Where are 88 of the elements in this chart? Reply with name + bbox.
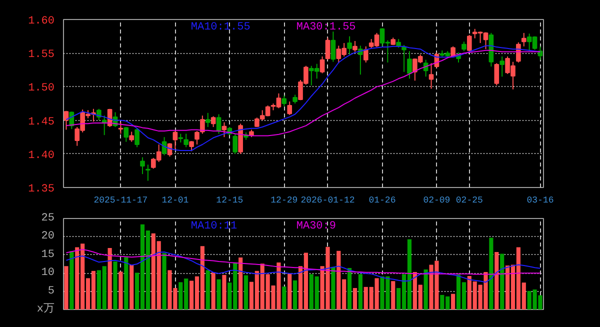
candlestick (500, 56, 504, 78)
text: MA10:11 (190, 220, 238, 232)
candlestick (232, 133, 238, 154)
x-tick-label: 12-01 (162, 196, 189, 206)
y-tick-label: 25 (41, 212, 54, 224)
y-tick-label: 1.50 (28, 82, 54, 95)
candlestick (363, 46, 368, 64)
bar (358, 274, 362, 310)
y-tick-label: 15 (41, 248, 54, 261)
candlestick (64, 110, 69, 130)
text: MA30:9 (296, 220, 336, 232)
candlestick (102, 115, 107, 136)
candlestick (118, 122, 124, 134)
bar (424, 269, 428, 310)
bar (162, 253, 166, 310)
candlestick (494, 62, 500, 86)
bar (211, 272, 216, 310)
candlestick (172, 130, 178, 150)
candlestick (330, 31, 336, 62)
bar (288, 273, 292, 310)
y-tick-label: 1.35 (28, 184, 54, 196)
candlestick (96, 108, 102, 121)
candlestick (347, 36, 352, 55)
candlestick (325, 37, 330, 60)
bar (489, 238, 494, 310)
candlestick (428, 62, 434, 90)
bar (130, 264, 134, 310)
candlestick (184, 133, 188, 148)
bar (293, 280, 298, 310)
bar (331, 266, 336, 310)
bar (451, 294, 456, 310)
bar (70, 251, 74, 310)
x-tick-label: 12-29 (270, 196, 298, 206)
y-tick-label: 1.45 (28, 116, 54, 128)
x-tick-label: 12-15 (216, 196, 244, 206)
text: MA30:1.55 (296, 22, 356, 34)
candlestick (200, 115, 205, 134)
bar (282, 286, 286, 310)
bar (108, 248, 112, 310)
bar (238, 257, 243, 310)
x-tick-label: 02-09 (423, 196, 450, 206)
candlestick (134, 128, 140, 148)
y-tick-label: 5 (48, 285, 55, 298)
bar (64, 266, 68, 310)
y-tick-label: 20 (41, 230, 54, 243)
x-tick-label: 01-26 (368, 196, 396, 206)
y-tick-label: 10 (41, 267, 54, 280)
x-tick-label: 03-16 (526, 196, 554, 206)
candlestick (516, 42, 521, 64)
candlestick (205, 112, 210, 128)
bar (222, 274, 226, 310)
candlestick (466, 34, 472, 54)
line-series (66, 248, 541, 275)
y-tick-label: 1.40 (28, 150, 54, 162)
candlestick (222, 122, 227, 138)
bar (113, 261, 118, 310)
candlestick (140, 156, 145, 175)
candlestick (462, 41, 466, 52)
text: MA10:1.55 (190, 22, 250, 34)
candlestick (129, 131, 134, 142)
y-tick-label: 1.55 (28, 49, 54, 62)
bar (244, 275, 248, 310)
candlestick (521, 32, 526, 47)
candlestick (407, 50, 412, 80)
candlestick (352, 40, 358, 52)
y-tick-label: x万 (36, 302, 55, 316)
candlestick (210, 116, 216, 128)
bar (391, 281, 396, 310)
line-series (66, 251, 541, 283)
bar (352, 288, 358, 310)
bar (500, 254, 504, 310)
bar (216, 279, 221, 310)
x-tick-label: 02-25 (456, 196, 483, 206)
x-tick-label: 2026-01-12 (300, 196, 355, 206)
bar (124, 257, 128, 310)
candlestick (124, 126, 129, 142)
y-tick-label: 1.60 (28, 16, 54, 28)
candlestick (287, 100, 292, 116)
candlestick (282, 94, 287, 107)
bar (206, 270, 210, 310)
x-tick-label: 2025-11-17 (94, 196, 148, 206)
candlestick (320, 56, 325, 74)
bar (494, 252, 499, 310)
candlestick (189, 140, 194, 152)
bar (118, 272, 123, 310)
candlestick (194, 130, 200, 145)
bar (347, 268, 352, 310)
candlestick (146, 164, 150, 182)
